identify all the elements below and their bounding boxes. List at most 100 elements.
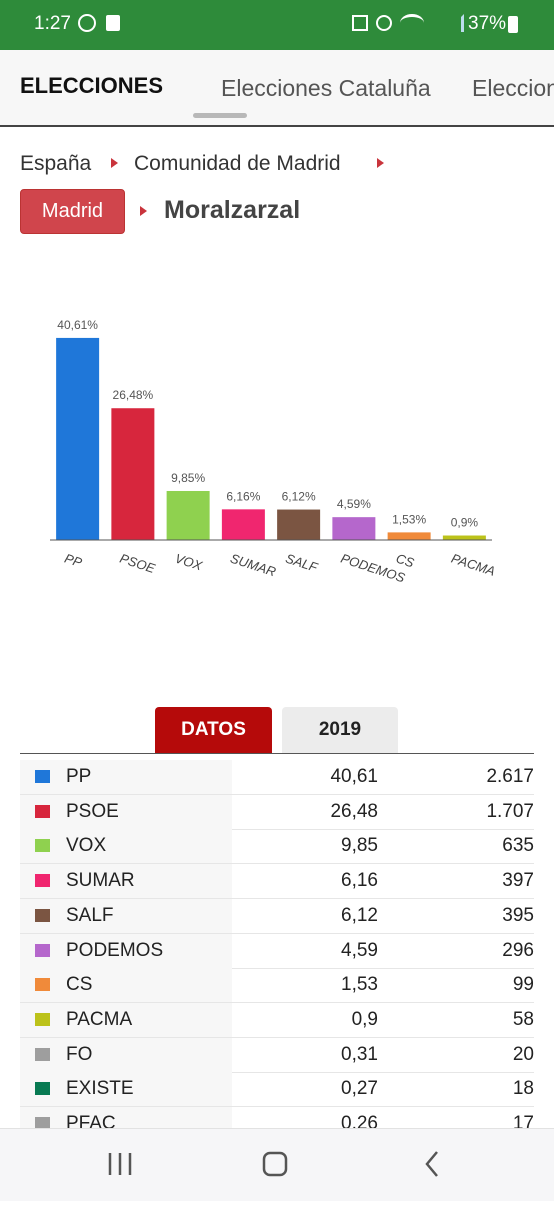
percent: 26,48: [330, 800, 378, 822]
percent: 0,31: [341, 1043, 378, 1065]
percent: 0,27: [341, 1078, 378, 1100]
party-name: CS: [66, 974, 93, 996]
bar: [111, 408, 155, 540]
alarm-icon: [376, 15, 392, 31]
breadcrumb-link[interactable]: España: [20, 152, 92, 175]
party-name: SUMAR: [66, 870, 135, 892]
color-swatch: [35, 1047, 50, 1061]
tab-2019[interactable]: 2019: [282, 707, 398, 753]
breadcrumb-link[interactable]: Comunidad de Madrid: [134, 152, 341, 175]
home-button[interactable]: [262, 1151, 288, 1177]
color-swatch: [35, 874, 50, 888]
bar: [277, 509, 321, 540]
breadcrumb-arrow: [111, 158, 118, 168]
name-cell-bg: [20, 794, 232, 829]
notification-icon: [106, 15, 120, 31]
party-name: SALF: [66, 904, 114, 926]
table-row: EXISTE 0,27 18: [20, 1072, 534, 1108]
color-swatch: [35, 978, 50, 992]
percent: 4,59: [341, 939, 378, 961]
table-tabs: DATOS 2019: [20, 707, 534, 754]
breadcrumb-arrow: [377, 158, 384, 168]
data-label: 9,85%: [171, 471, 205, 485]
percent: 1,53: [341, 974, 378, 996]
bar: [56, 337, 100, 540]
whatsapp-icon: [78, 14, 96, 32]
data-label: 1,53%: [392, 512, 426, 526]
color-swatch: [35, 1082, 50, 1096]
votes: 58: [512, 1008, 534, 1030]
table-row: PODEMOS 4,59 296: [20, 933, 534, 969]
party-name: VOX: [66, 835, 107, 857]
party-name: EXISTE: [66, 1078, 134, 1100]
table-row: FO 0,31 20: [20, 1037, 534, 1073]
bar: [387, 532, 431, 540]
data-label: 6,12%: [282, 490, 316, 504]
tab-indicator: [193, 113, 247, 118]
tab-datos[interactable]: DATOS: [155, 707, 272, 753]
data-label: 4,59%: [337, 497, 371, 511]
table-row: PP 40,61 2.617: [20, 760, 534, 795]
x-tick-label: CS: [394, 551, 416, 571]
name-cell-bg: [20, 760, 232, 794]
name-cell-bg: [20, 933, 232, 968]
data-label: 0,9%: [451, 516, 479, 530]
votes: 2.617: [486, 766, 534, 787]
color-swatch: [35, 943, 50, 957]
nfc-icon: [352, 15, 368, 31]
signal-icon: [446, 14, 464, 32]
name-cell-bg: [20, 864, 232, 899]
table-row: VOX 9,85 635: [20, 829, 534, 865]
color-swatch: [35, 908, 50, 922]
percent: 9,85: [341, 835, 378, 857]
region-button[interactable]: Madrid: [20, 189, 125, 234]
navigation-bar: [0, 1128, 554, 1201]
party-name: PP: [66, 766, 92, 787]
bar: [332, 517, 376, 540]
color-swatch: [35, 804, 50, 818]
clock: 1:27: [34, 13, 71, 34]
votes: 18: [512, 1078, 534, 1100]
data-label: 40,61%: [57, 318, 98, 332]
data-label: 26,48%: [113, 388, 154, 402]
recents-button[interactable]: [108, 1153, 132, 1175]
name-cell-bg: [20, 1002, 232, 1037]
battery-text: 37%: [468, 13, 507, 34]
current-location: Moralzarzal: [164, 196, 301, 224]
table-row: SUMAR 6,16 397: [20, 864, 534, 900]
breadcrumb-arrow: [140, 206, 147, 216]
bar: [221, 509, 265, 540]
bar: [442, 535, 486, 540]
votes: 296: [502, 939, 534, 961]
votes: 1.707: [486, 800, 534, 822]
votes: 635: [502, 835, 534, 857]
status-bar: 1:27 37%: [0, 0, 554, 50]
app-title[interactable]: ELECCIONES: [20, 73, 164, 98]
wifi-icon: [400, 14, 424, 32]
percent: 40,61: [330, 766, 378, 787]
battery-icon: [508, 16, 518, 33]
bar: [166, 490, 210, 540]
name-cell-bg: [20, 1072, 232, 1107]
back-button[interactable]: [425, 1151, 438, 1177]
tab[interactable]: Elecciones Cataluña: [221, 75, 431, 101]
votes: 397: [502, 870, 534, 892]
name-cell-bg: [20, 968, 232, 1003]
table-row: PSOE 26,48 1.707: [20, 794, 534, 830]
party-name: PACMA: [66, 1008, 133, 1030]
color-swatch: [35, 839, 50, 853]
tab[interactable]: Elecciones: [472, 75, 554, 101]
bar-chart: 40,61%PP26,48%PSOE9,85%VOX6,16%SUMAR6,12…: [50, 318, 497, 585]
party-name: PODEMOS: [66, 939, 164, 961]
x-tick-label: PP: [63, 551, 84, 571]
color-swatch: [35, 770, 50, 783]
table-row: SALF 6,12 395: [20, 898, 534, 934]
name-cell-bg: [20, 898, 232, 933]
percent: 6,12: [341, 904, 378, 926]
percent: 0,9: [351, 1008, 378, 1030]
name-cell-bg: [20, 829, 232, 864]
color-swatch: [35, 1117, 50, 1130]
table-row: PACMA 0,9 58: [20, 1002, 534, 1038]
